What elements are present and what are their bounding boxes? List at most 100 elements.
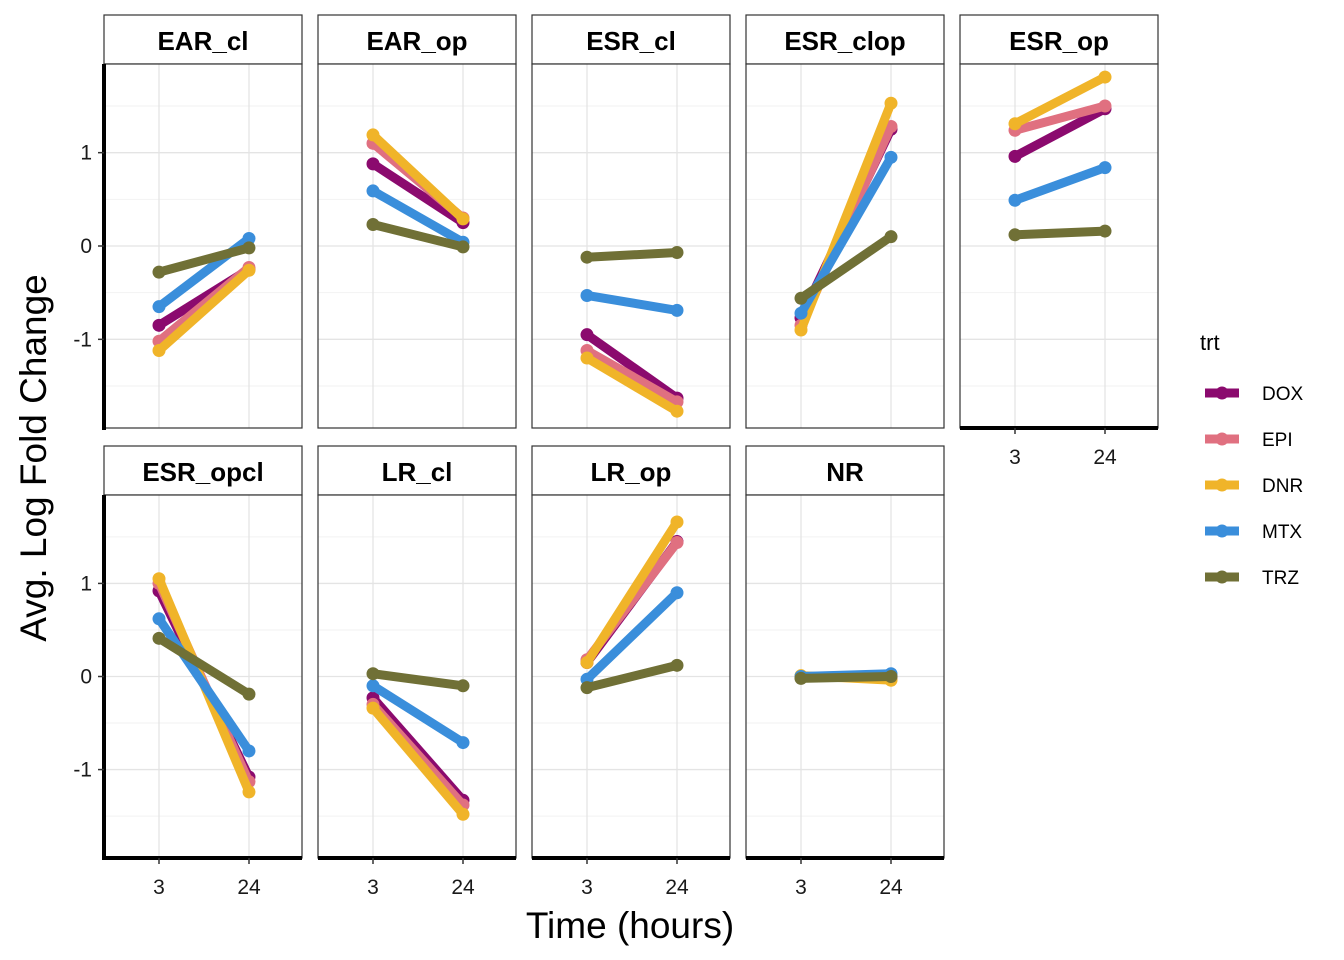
- data-point: [670, 303, 684, 317]
- data-point: [242, 241, 256, 255]
- series-line: [370, 160, 466, 227]
- x-tick-label: 24: [451, 876, 475, 899]
- data-point: [670, 246, 684, 260]
- data-point: [366, 128, 380, 142]
- series-line: [372, 669, 464, 691]
- series-trz-esr-opcl: [152, 631, 256, 701]
- series-trz-ear-cl: [152, 241, 256, 279]
- legend: trt DOX EPI DNR MTX TRZ: [1200, 330, 1304, 589]
- x-axis-title: Time (hours): [526, 905, 734, 946]
- data-point: [580, 351, 594, 365]
- series-line: [1012, 73, 1108, 128]
- x-tick-label: 3: [581, 876, 593, 899]
- series-trz-esr-op: [1008, 224, 1112, 242]
- y-tick-label: 1: [80, 142, 92, 165]
- data-point: [670, 404, 684, 418]
- x-tick-label: 3: [367, 876, 379, 899]
- series-line: [585, 660, 679, 693]
- data-point: [366, 157, 380, 171]
- legend-key-point: [1215, 478, 1229, 492]
- data-point: [456, 679, 470, 693]
- data-point: [152, 265, 166, 279]
- strip-ear-op: [317, 14, 517, 65]
- facet-esr-op: ESR_op: [959, 14, 1159, 429]
- data-point: [152, 612, 166, 626]
- series-dnr-esr-op: [1008, 70, 1112, 131]
- data-point: [1008, 228, 1022, 242]
- data-point: [670, 586, 684, 600]
- x-tick-label: 3: [1009, 446, 1021, 469]
- data-point: [884, 670, 898, 683]
- data-point: [242, 687, 256, 701]
- series-line: [370, 187, 466, 247]
- data-point: [794, 291, 808, 305]
- series-trz-ear-op: [366, 218, 470, 254]
- series-line: [369, 131, 467, 223]
- data-point: [670, 658, 684, 672]
- data-point: [152, 572, 166, 586]
- series-line: [584, 354, 680, 416]
- data-point: [794, 671, 808, 685]
- strip-esr-clop: [745, 14, 945, 65]
- facet-ear-cl: EAR_cl: [103, 14, 303, 429]
- legend-item-epi: EPI: [1205, 430, 1293, 451]
- data-point: [456, 212, 470, 226]
- legend-label: DNR: [1262, 476, 1303, 497]
- data-point: [242, 232, 256, 246]
- strip-esr-opcl: [103, 445, 303, 496]
- x-tick-label: 24: [879, 876, 903, 899]
- data-point: [670, 535, 684, 549]
- data-point: [242, 263, 256, 277]
- strip-label-esr-cl: ESR_cl: [586, 26, 676, 56]
- data-point: [1098, 161, 1112, 175]
- data-point: [366, 667, 380, 681]
- data-point: [1098, 70, 1112, 84]
- legend-label: TRZ: [1262, 568, 1299, 589]
- data-point: [670, 515, 684, 529]
- strip-lr-op: [531, 445, 731, 496]
- facet-lr-cl: LR_cl: [317, 445, 517, 859]
- data-point: [1098, 224, 1112, 238]
- legend-label: MTX: [1262, 522, 1302, 543]
- x-tick-label: 24: [665, 876, 689, 899]
- series-line: [798, 232, 894, 302]
- y-tick-label: -1: [73, 759, 92, 782]
- strip-lr-cl: [317, 445, 517, 496]
- x-tick-label: 3: [795, 876, 807, 899]
- data-point: [242, 744, 256, 758]
- data-point: [242, 785, 256, 799]
- facet-esr-opcl: ESR_opcl: [103, 445, 303, 859]
- legend-key-point: [1215, 386, 1229, 400]
- x-tick-label: 24: [1093, 446, 1117, 469]
- series-trz-esr-clop: [794, 230, 898, 305]
- legend-label: DOX: [1262, 384, 1304, 405]
- series-line: [369, 705, 467, 818]
- facet-esr-clop: ESR_clop: [745, 14, 945, 429]
- data-point: [366, 184, 380, 198]
- facet-ear-op: EAR_op: [317, 14, 517, 429]
- y-tick-label: -1: [73, 328, 92, 351]
- series-line: [586, 248, 678, 262]
- facet-nr: NR: [745, 445, 945, 859]
- legend-item-dnr: DNR: [1205, 476, 1303, 497]
- series-line: [583, 589, 681, 683]
- y-tick-label: 0: [80, 666, 92, 689]
- series-line: [371, 220, 465, 252]
- data-point: [1008, 149, 1022, 163]
- x-tick-label: 24: [237, 876, 261, 899]
- strip-label-lr-op: LR_op: [591, 457, 672, 487]
- series-line: [156, 634, 252, 699]
- series-dnr-ear-op: [366, 128, 470, 226]
- legend-key-point: [1215, 570, 1229, 584]
- series-dnr-lr-op: [580, 515, 684, 670]
- y-tick-label: 0: [80, 235, 92, 258]
- data-point: [580, 288, 594, 302]
- strip-label-lr-cl: LR_cl: [382, 457, 453, 487]
- series-dnr-ear-cl: [152, 263, 256, 358]
- strip-label-esr-clop: ESR_clop: [784, 26, 905, 56]
- data-point: [1008, 117, 1022, 131]
- data-point: [580, 681, 594, 695]
- data-point: [366, 701, 380, 715]
- series-dnr-lr-cl: [366, 701, 470, 821]
